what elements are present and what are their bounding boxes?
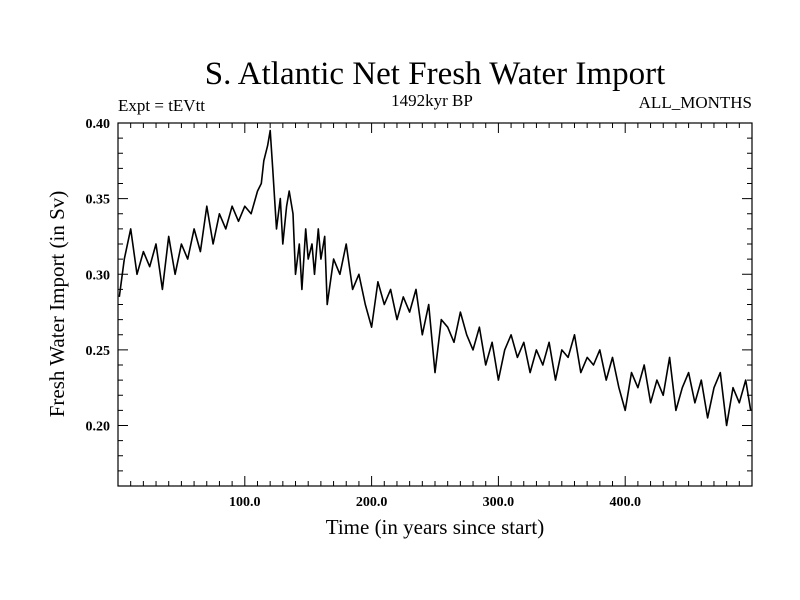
y-tick-label: 0.40: [86, 117, 111, 132]
x-tick-label: 300.0: [483, 495, 515, 510]
x-tick-label: 400.0: [609, 495, 641, 510]
y-tick-label: 0.30: [86, 268, 111, 283]
y-axis: 0.20 0.25 0.30 0.35 0.40: [86, 117, 752, 472]
series-group: [118, 129, 752, 427]
x-tick-label: 100.0: [229, 495, 261, 510]
x-axis-label: Time (in years since start): [326, 515, 545, 539]
y-axis-label: Fresh Water Import (in Sv): [45, 191, 69, 418]
y-tick-label: 0.35: [86, 193, 111, 208]
chart-title: S. Atlantic Net Fresh Water Import: [205, 56, 666, 92]
y-tick-label: 0.25: [86, 344, 111, 359]
months-label: ALL_MONTHS: [639, 93, 752, 112]
plot-frame: [117, 122, 753, 487]
experiment-label: Expt = tEVtt: [118, 96, 205, 115]
x-tick-label: 200.0: [356, 495, 388, 510]
x-axis: 100.0 200.0 300.0 400.0: [130, 123, 740, 510]
series-line: [118, 129, 752, 427]
time-label: 1492kyr BP: [391, 91, 473, 110]
y-tick-label: 0.20: [86, 420, 111, 435]
